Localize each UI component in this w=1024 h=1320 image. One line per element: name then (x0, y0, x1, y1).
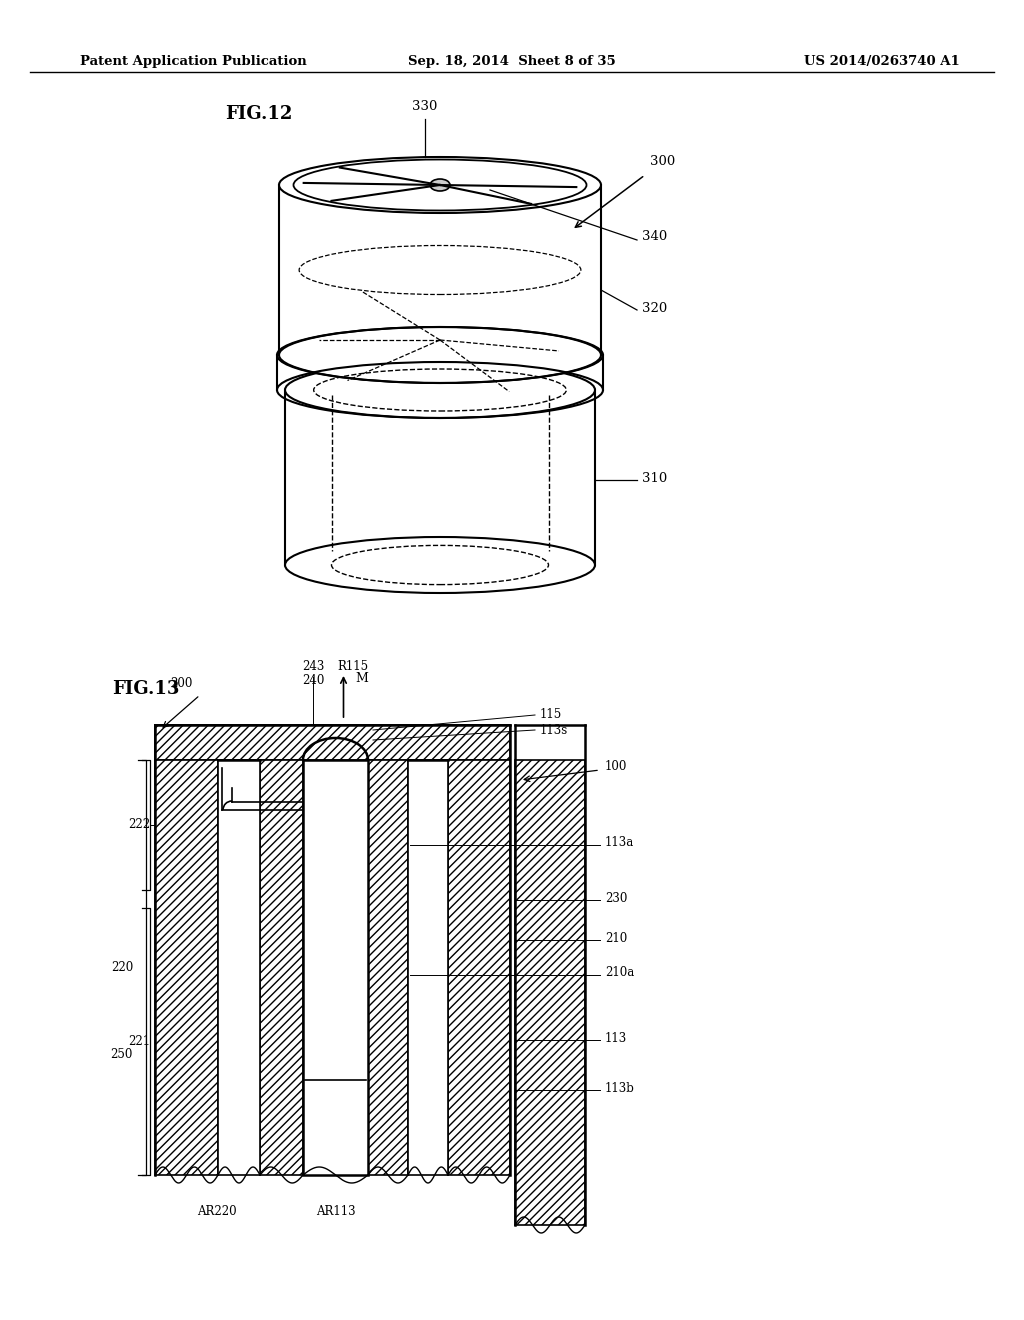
Ellipse shape (430, 180, 450, 191)
Polygon shape (515, 760, 585, 1225)
Polygon shape (368, 760, 408, 1175)
Text: 115: 115 (540, 709, 562, 722)
Text: 220: 220 (111, 961, 133, 974)
Polygon shape (155, 725, 510, 760)
Text: AR220: AR220 (197, 1205, 237, 1218)
Text: AR113: AR113 (315, 1205, 355, 1218)
Text: 222: 222 (128, 818, 150, 832)
Text: 113: 113 (605, 1031, 628, 1044)
Text: 243: 243 (302, 660, 325, 673)
Polygon shape (218, 760, 260, 1175)
Polygon shape (408, 760, 449, 1175)
Text: 340: 340 (642, 231, 668, 243)
Text: 210a: 210a (605, 966, 634, 979)
Text: 210: 210 (605, 932, 628, 945)
Text: 320: 320 (642, 301, 668, 314)
Text: M: M (355, 672, 369, 685)
Text: R115: R115 (338, 660, 369, 673)
Text: 300: 300 (650, 154, 675, 168)
Text: 240: 240 (302, 675, 325, 686)
Polygon shape (303, 760, 368, 1175)
Text: 250: 250 (111, 1048, 133, 1061)
Text: US 2014/0263740 A1: US 2014/0263740 A1 (804, 55, 961, 69)
Polygon shape (449, 760, 510, 1175)
Text: 100: 100 (605, 759, 628, 772)
Text: 113s: 113s (540, 723, 568, 737)
Ellipse shape (278, 327, 603, 383)
Text: 200: 200 (171, 677, 193, 690)
Polygon shape (155, 760, 218, 1175)
Ellipse shape (279, 157, 601, 213)
Text: FIG.13: FIG.13 (112, 680, 179, 698)
Text: 330: 330 (413, 100, 437, 114)
Text: 221: 221 (128, 1035, 150, 1048)
Text: 310: 310 (642, 471, 668, 484)
Text: Patent Application Publication: Patent Application Publication (80, 55, 307, 69)
Text: 230: 230 (605, 891, 628, 904)
Text: 113b: 113b (605, 1081, 635, 1094)
Polygon shape (155, 725, 510, 777)
Text: 113a: 113a (605, 837, 634, 850)
Polygon shape (260, 760, 303, 1175)
Text: Sep. 18, 2014  Sheet 8 of 35: Sep. 18, 2014 Sheet 8 of 35 (409, 55, 615, 69)
Text: FIG.12: FIG.12 (225, 106, 293, 123)
